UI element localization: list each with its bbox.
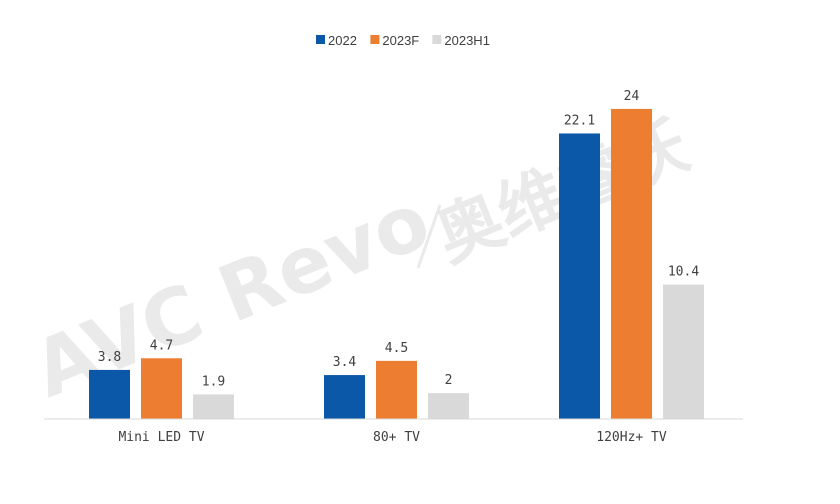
bar-80-tv-2023f	[376, 360, 417, 419]
data-label-80-tv-2023h1: 2	[445, 373, 453, 388]
x-tick-label-120hz-tv: 120Hz+ TV	[596, 430, 667, 445]
data-labels: 3.8 4.7 1.9 3.4 4.5 2 22.1 24 10.4	[98, 89, 700, 390]
bar-mini-led-tv-2023h1	[193, 394, 234, 419]
x-tick-label-mini-led-tv: Mini LED TV	[118, 430, 204, 445]
bar-mini-led-tv-2023f	[141, 358, 182, 419]
data-label-120hz-tv-2023f: 24	[624, 89, 640, 104]
x-axis-tick-labels: Mini LED TV 80+ TV 120Hz+ TV	[118, 430, 666, 445]
data-label-120hz-tv-2023h1: 10.4	[668, 265, 699, 280]
data-label-mini-led-tv-2023h1: 1.9	[202, 374, 225, 389]
data-label-mini-led-tv-2022: 3.8	[98, 350, 121, 365]
data-label-80-tv-2022: 3.4	[333, 355, 357, 370]
data-label-120hz-tv-2022: 22.1	[564, 113, 595, 128]
legend-label-2022: 2022	[328, 33, 357, 48]
watermark-divider	[416, 204, 442, 269]
bar-120hz-tv-2023f	[611, 108, 652, 420]
legend: 2022 2023F 2023H1	[316, 33, 490, 48]
legend-swatch-2022	[316, 35, 325, 44]
legend-label-2023h1: 2023H1	[444, 33, 490, 48]
legend-label-2023f: 2023F	[382, 33, 419, 48]
bar-mini-led-tv-2022	[89, 369, 130, 419]
data-label-mini-led-tv-2023f: 4.7	[150, 338, 173, 353]
data-label-80-tv-2023f: 4.5	[385, 341, 408, 356]
bar-120hz-tv-2023h1	[663, 284, 704, 419]
bar-80-tv-2023h1	[428, 393, 469, 419]
bar-80-tv-2022	[324, 375, 365, 419]
legend-swatch-2023f	[370, 35, 380, 44]
x-tick-label-80-tv: 80+ TV	[373, 430, 420, 445]
legend-swatch-2023h1	[432, 35, 442, 44]
bar-120hz-tv-2022	[559, 133, 600, 419]
bars	[89, 108, 704, 420]
